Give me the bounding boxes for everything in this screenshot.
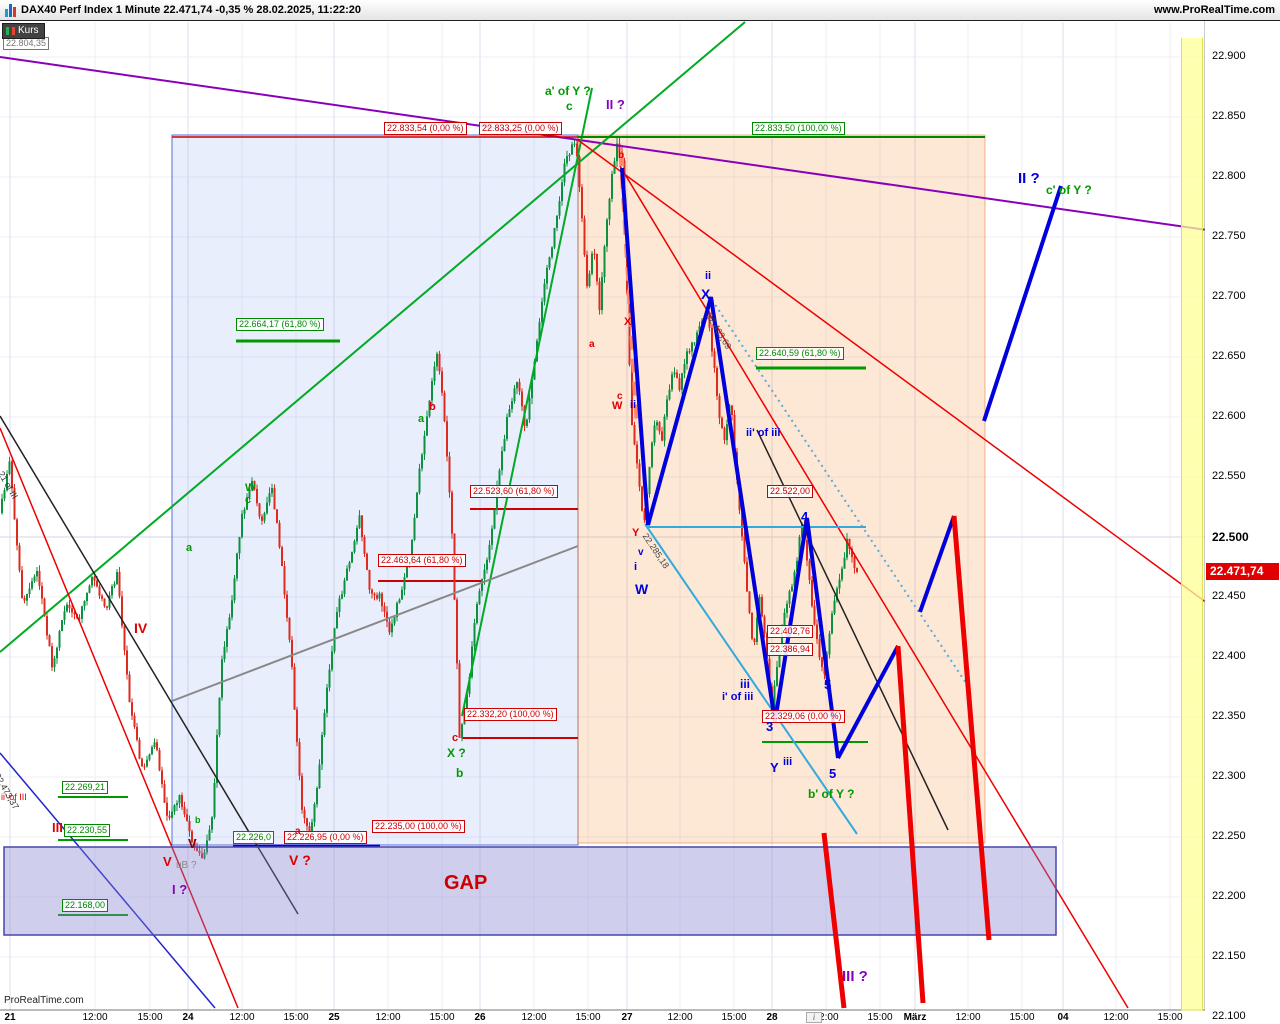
price-tick-label: 22.300 xyxy=(1212,770,1246,782)
price-tick-label: 22.100 xyxy=(1212,1010,1246,1022)
time-tick-label: 12:00 xyxy=(375,1012,401,1023)
info-button[interactable]: i xyxy=(806,1012,822,1023)
time-tick-label: 15:00 xyxy=(721,1012,747,1023)
time-tick-label: 21 xyxy=(4,1012,16,1023)
kurs-tab-label: Kurs xyxy=(18,25,39,36)
trend-lines xyxy=(0,21,1208,1009)
price-tick-label: 22.250 xyxy=(1212,830,1246,842)
current-price-tag: 22.471,74 xyxy=(1206,563,1279,580)
price-tick-label: 22.850 xyxy=(1212,110,1246,122)
price-tick-label: 22.200 xyxy=(1212,890,1246,902)
gap-region xyxy=(3,846,1057,936)
watermark: ProRealTime.com xyxy=(4,995,84,1006)
time-tick-label: 12:00 xyxy=(813,1012,839,1023)
time-tick-label: 15:00 xyxy=(429,1012,455,1023)
time-axis[interactable]: 21 12:00 15:00 24 12:00 15:00 25 12:00 15:00 26 12… xyxy=(0,1011,1205,1024)
wave-lines xyxy=(618,151,1063,1009)
mini-candle-up-icon xyxy=(6,27,9,35)
price-tick-label: 22.600 xyxy=(1212,410,1246,422)
price-tick-label: 22.500 xyxy=(1212,530,1249,544)
time-tick-label: 12:00 xyxy=(955,1012,981,1023)
time-tick-label: 12:00 xyxy=(521,1012,547,1023)
time-tick-label: 15:00 xyxy=(575,1012,601,1023)
app-logo-icon xyxy=(5,3,16,17)
price-tick-label: 22.900 xyxy=(1212,50,1246,62)
price-tick-label: 22.450 xyxy=(1212,590,1246,602)
time-tick-label: 15:00 xyxy=(1157,1012,1183,1023)
price-axis[interactable]: 22.471,74 22.900 22.850 22.800 22.750 22.700… xyxy=(1205,21,1280,1024)
time-tick-label: 24 xyxy=(182,1012,194,1023)
time-tick-label: 12:00 xyxy=(82,1012,108,1023)
time-tick-label: 04 xyxy=(1057,1012,1069,1023)
price-tick-label: 22.400 xyxy=(1212,650,1246,662)
time-tick-label: 25 xyxy=(328,1012,340,1023)
time-tick-label: März xyxy=(903,1012,927,1023)
price-tick-label: 22.550 xyxy=(1212,470,1246,482)
website-link[interactable]: www.ProRealTime.com xyxy=(1153,4,1275,16)
time-tick-label: 15:00 xyxy=(1009,1012,1035,1023)
time-tick-label: 26 xyxy=(474,1012,486,1023)
price-tick-label: 22.350 xyxy=(1212,710,1246,722)
time-tick-label: 12:00 xyxy=(667,1012,693,1023)
highlight-regions xyxy=(171,134,986,846)
time-tick-label: 28 xyxy=(766,1012,778,1023)
price-tick-label: 22.700 xyxy=(1212,290,1246,302)
time-tick-label: 12:00 xyxy=(229,1012,255,1023)
mini-candle-down-icon xyxy=(12,27,15,35)
chart-title: DAX40 Perf Index 1 Minute 22.471,74 -0,3… xyxy=(21,4,361,16)
price-tick-label: 22.750 xyxy=(1212,230,1246,242)
grid-lines xyxy=(0,22,1205,1018)
fib-level-lines xyxy=(58,339,868,916)
time-tick-label: 15:00 xyxy=(283,1012,309,1023)
time-tick-label: 15:00 xyxy=(137,1012,163,1023)
projection-zone-strip xyxy=(1181,38,1203,1024)
time-tick-label: 15:00 xyxy=(867,1012,893,1023)
time-tick-label: 27 xyxy=(621,1012,633,1023)
price-tick-label: 22.650 xyxy=(1212,350,1246,362)
price-tick-label: 22.150 xyxy=(1212,950,1246,962)
price-tick-label: 22.800 xyxy=(1212,170,1246,182)
time-tick-label: 12:00 xyxy=(1103,1012,1129,1023)
kurs-tab[interactable]: Kurs xyxy=(2,23,45,39)
title-bar: DAX40 Perf Index 1 Minute 22.471,74 -0,3… xyxy=(0,0,1280,21)
